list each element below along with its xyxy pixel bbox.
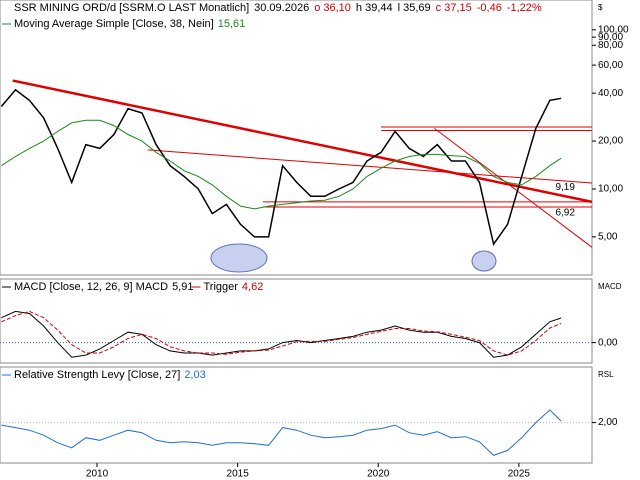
axis-unit: MACD bbox=[598, 282, 622, 291]
axis-unit: $ bbox=[598, 3, 603, 12]
bowl-marker bbox=[210, 243, 268, 273]
trend-line bbox=[12, 79, 593, 204]
legend-value: 5,91 bbox=[172, 281, 193, 293]
header-text: 30.09.2026 bbox=[254, 2, 309, 14]
series-line bbox=[1, 310, 562, 358]
y-tick-label: 10,00 bbox=[598, 184, 623, 195]
y-tick-label: 20,00 bbox=[598, 136, 623, 147]
legend-value: 2,03 bbox=[184, 369, 205, 381]
y-tick-label: 60,00 bbox=[598, 60, 623, 71]
header-text: SSR MINING ORD/d [SSRM.O LAST Monatlich] bbox=[14, 2, 249, 14]
series-line bbox=[0, 88, 562, 247]
legend-value: 15,61 bbox=[218, 18, 246, 30]
header-text: l 35,69 bbox=[398, 2, 431, 14]
header-text: c 37,15 bbox=[436, 2, 472, 14]
bowl-marker bbox=[471, 250, 497, 272]
series-line bbox=[1, 119, 562, 210]
annotation: 9,19 bbox=[555, 182, 575, 193]
axis-unit: RSL bbox=[598, 370, 614, 379]
trend-line bbox=[147, 149, 593, 184]
legend-label: Trigger bbox=[203, 281, 238, 293]
main-panel bbox=[0, 0, 593, 276]
header-text: -1,22% bbox=[507, 2, 542, 14]
header-text: o 36,10 bbox=[314, 2, 351, 14]
legend-label: MACD [Close, 12, 26, 9] MACD bbox=[14, 281, 168, 293]
legend-label: Moving Average Simple [Close, 38, Nein] bbox=[14, 18, 214, 30]
y-tick-label: 80,00 bbox=[598, 40, 623, 51]
y-tick-label: 2,00 bbox=[598, 417, 618, 428]
header-text: h 39,44 bbox=[356, 2, 393, 14]
rsl-panel bbox=[0, 366, 593, 464]
series-line bbox=[1, 409, 562, 456]
annotation: 6,92 bbox=[555, 207, 575, 218]
y-tick-label: 0,00 bbox=[598, 337, 618, 348]
macd-panel bbox=[0, 278, 593, 364]
x-tick-label: 2015 bbox=[227, 469, 250, 480]
trend-line bbox=[434, 128, 593, 248]
legend-value: 4,62 bbox=[242, 281, 263, 293]
legend-label: Relative Strength Levy [Close, 27] bbox=[14, 369, 180, 381]
header-text: -0,46 bbox=[477, 2, 502, 14]
y-tick-label: 100,00 bbox=[598, 24, 629, 35]
y-tick-label: 40,00 bbox=[598, 88, 623, 99]
y-tick-label: 5,00 bbox=[598, 232, 618, 243]
x-tick-label: 2020 bbox=[367, 469, 390, 480]
y-tick-label: 90,00 bbox=[598, 32, 623, 43]
x-tick-label: 2025 bbox=[508, 469, 531, 480]
x-tick-label: 2010 bbox=[86, 469, 109, 480]
series-line bbox=[1, 310, 562, 356]
